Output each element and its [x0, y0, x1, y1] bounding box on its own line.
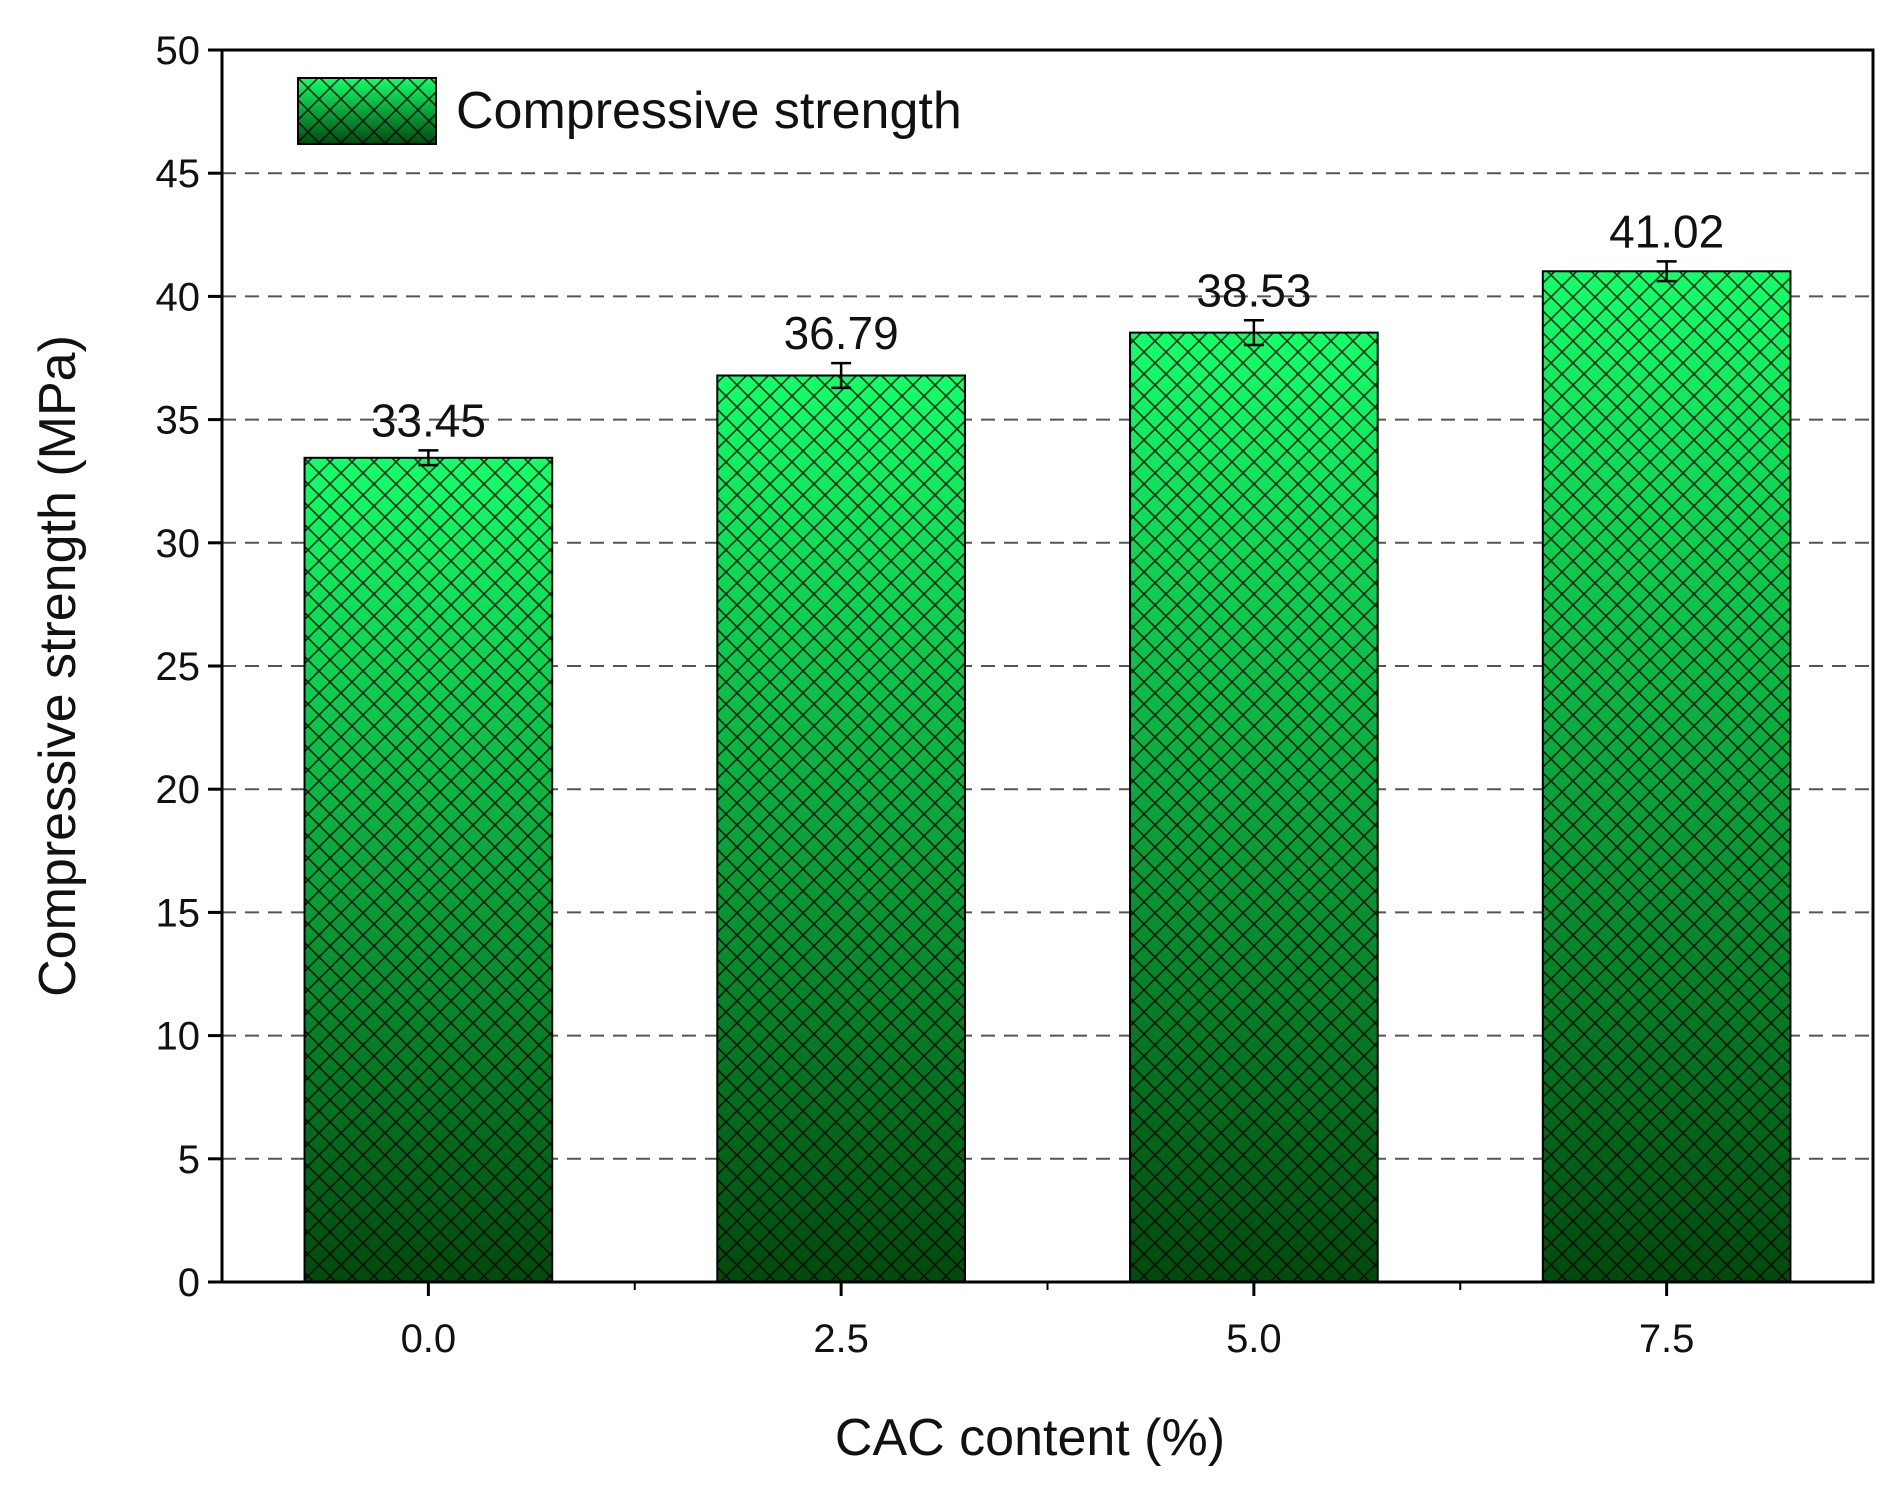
y-tick-label: 10 — [156, 1015, 201, 1059]
y-tick-label: 50 — [156, 29, 201, 73]
legend-swatch-hatch — [298, 78, 436, 144]
data-label: 33.45 — [371, 394, 486, 446]
y-tick-label: 35 — [156, 399, 201, 443]
error-bar — [418, 449, 439, 467]
bar-hatch — [304, 457, 553, 1282]
x-tick-label: 0.0 — [401, 1317, 457, 1361]
plot-frame — [220, 48, 1875, 1284]
error-bar — [1243, 319, 1264, 347]
legend-label: Compressive strength — [456, 82, 962, 140]
x-tick-label: 2.5 — [813, 1317, 869, 1361]
y-tick-label: 40 — [156, 275, 201, 319]
bar-hatch — [1542, 271, 1791, 1282]
x-tick-label: 5.0 — [1226, 1317, 1282, 1361]
y-tick-label: 20 — [156, 768, 201, 812]
y-tick-label: 0 — [178, 1261, 200, 1305]
y-axis-title: Compressive strength (MPa) — [29, 335, 87, 997]
x-axis-title: CAC content (%) — [835, 1409, 1225, 1467]
data-label: 36.79 — [784, 307, 899, 359]
y-tick-label: 25 — [156, 645, 201, 689]
bar-hatch — [717, 375, 965, 1282]
y-tick-label: 30 — [156, 522, 201, 566]
data-label: 38.53 — [1196, 264, 1311, 316]
error-bar — [1656, 260, 1677, 283]
y-tick-label: 5 — [178, 1138, 200, 1182]
y-tick-label: 45 — [156, 152, 201, 196]
y-tick-label: 15 — [156, 891, 201, 935]
bar-hatch — [1130, 332, 1378, 1282]
data-label: 41.02 — [1609, 205, 1724, 257]
error-bar — [831, 361, 852, 390]
x-tick-label: 7.5 — [1639, 1317, 1695, 1361]
